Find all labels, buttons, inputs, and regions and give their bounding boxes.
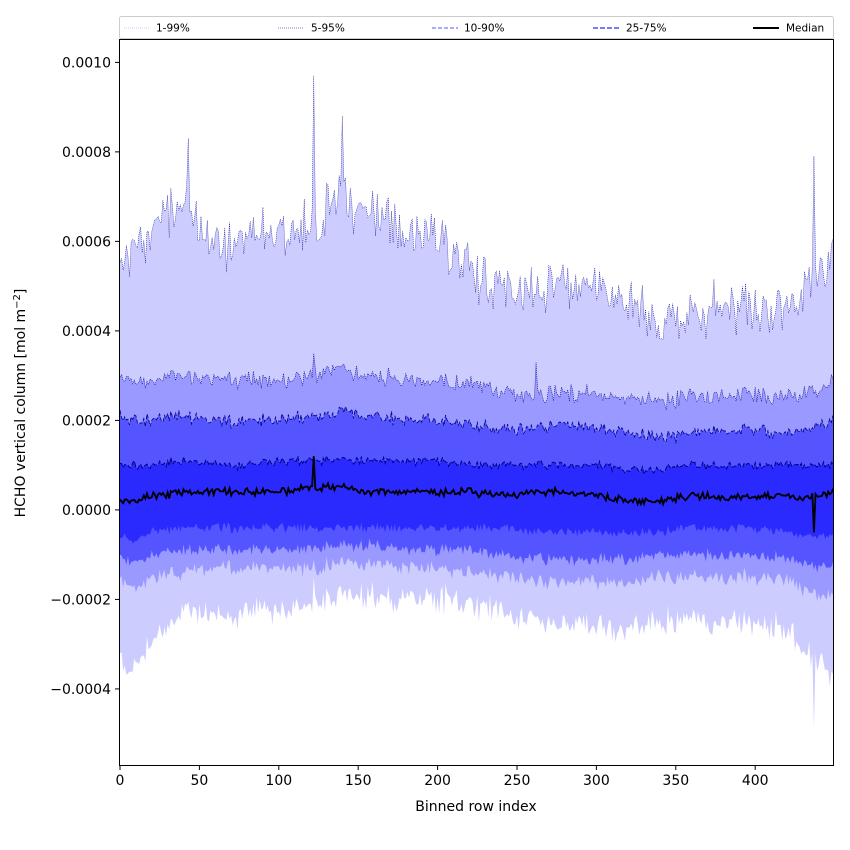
y-axis-label-superscript: −2 <box>12 294 23 309</box>
line-median <box>119 456 834 533</box>
x-tick-label: 300 <box>583 773 610 789</box>
plot-frame <box>119 39 834 766</box>
y-tick-label: 0.0002 <box>62 413 111 429</box>
legend-frame <box>119 16 834 39</box>
legend-entry-1-99: 1-99% <box>124 23 190 35</box>
x-axis-label: Binned row index <box>415 799 536 815</box>
x-tick-label: 250 <box>504 773 531 789</box>
legend-entry-10-90: 10-90% <box>432 23 505 35</box>
percentile-lines <box>119 75 834 533</box>
legend-entry-median: Median <box>753 23 824 35</box>
x-tick-label: 100 <box>265 773 292 789</box>
line-p95 <box>119 353 834 411</box>
x-tick-label: 150 <box>345 773 372 789</box>
y-axis-label-close: ] <box>13 289 29 294</box>
y-tick-label: 0.0000 <box>62 503 111 519</box>
band-25-75 <box>120 455 833 544</box>
y-tick-label: −0.0002 <box>50 592 111 608</box>
y-tick-label: 0.0008 <box>62 145 111 161</box>
x-tick-label: 0 <box>116 773 125 789</box>
legend-entry-5-95: 5-95% <box>278 23 345 35</box>
y-tick-label: 0.0004 <box>62 324 111 340</box>
legend-label-5-95: 5-95% <box>311 23 345 35</box>
line-p99 <box>119 75 834 341</box>
y-tick-label: 0.0006 <box>62 234 111 250</box>
x-tick-label: 350 <box>662 773 689 789</box>
legend: 1-99% 5-95% 10-90% 25-75% Median <box>119 16 834 39</box>
y-tick-label: 0.0010 <box>62 55 111 71</box>
y-axis-label-main: HCHO vertical column [mol m <box>13 309 29 518</box>
percentile-bands <box>120 75 833 730</box>
y-tick-label: −0.0004 <box>50 682 111 698</box>
line-p90 <box>119 404 834 444</box>
x-tick-label: 200 <box>424 773 451 789</box>
legend-entry-25-75: 25-75% <box>593 23 667 35</box>
x-axis-ticks: 0 50 100 150 200 250 300 350 400 <box>116 765 769 789</box>
x-tick-label: 50 <box>190 773 208 789</box>
legend-label-25-75: 25-75% <box>626 23 667 35</box>
x-tick-label: 400 <box>742 773 769 789</box>
line-p75 <box>119 454 834 477</box>
legend-label-1-99: 1-99% <box>156 23 190 35</box>
legend-label-median: Median <box>786 23 824 35</box>
legend-label-10-90: 10-90% <box>464 23 505 35</box>
y-axis-label: HCHO vertical column [mol m−2] <box>12 289 29 518</box>
y-axis-ticks: −0.0004 −0.0002 0.0000 0.0002 0.0004 0.0006 0.… <box>50 55 120 698</box>
